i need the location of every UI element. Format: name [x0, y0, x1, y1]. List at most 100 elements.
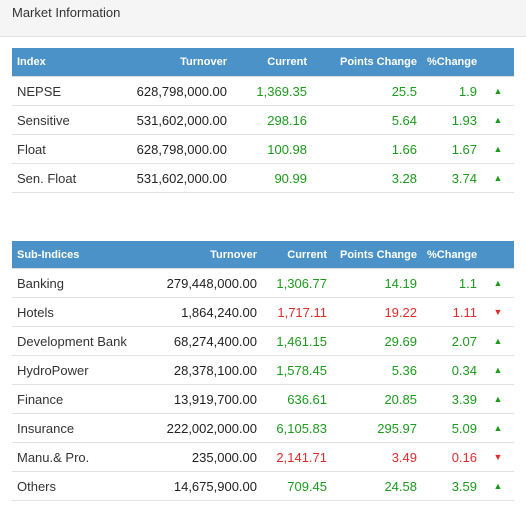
current-value: 90.99	[232, 163, 312, 193]
turnover-value: 279,448,000.00	[152, 268, 262, 298]
points-change-value: 295.97	[332, 413, 422, 443]
points-change-value: 25.5	[312, 76, 422, 106]
points-change-value: 29.69	[332, 326, 422, 356]
triangle-up-icon: ▲	[482, 105, 514, 135]
sub-index-row[interactable]: Manu.& Pro. 235,000.00 2,141.71 3.49 0.16 ▼	[12, 442, 514, 472]
points-change-value: 3.28	[312, 163, 422, 193]
row-name: Others	[12, 471, 152, 501]
triangle-up-icon: ▲	[482, 163, 514, 193]
turnover-value: 531,602,000.00	[122, 105, 232, 135]
pct-change-value: 0.34	[422, 355, 482, 385]
pct-change-value: 3.74	[422, 163, 482, 193]
row-name: Sen. Float	[12, 163, 122, 193]
row-name: NEPSE	[12, 76, 122, 106]
sub-index-row[interactable]: Finance 13,919,700.00 636.61 20.85 3.39 ▲	[12, 384, 514, 414]
pct-change-value: 2.07	[422, 326, 482, 356]
index-row[interactable]: NEPSE 628,798,000.00 1,369.35 25.5 1.9 ▲	[12, 76, 514, 106]
sub-index-row[interactable]: Insurance 222,002,000.00 6,105.83 295.97 5.0…	[12, 413, 514, 443]
col-trend	[482, 48, 514, 77]
triangle-up-icon: ▲	[482, 355, 514, 385]
pct-change-value: 1.1	[422, 268, 482, 298]
col-points-change[interactable]: Points Change	[332, 241, 422, 269]
current-value: 1,578.45	[262, 355, 332, 385]
triangle-up-icon: ▲	[482, 268, 514, 298]
sub-index-row[interactable]: Development Bank 68,274,400.00 1,461.15 29.…	[12, 326, 514, 356]
triangle-up-icon: ▲	[482, 76, 514, 106]
points-change-value: 14.19	[332, 268, 422, 298]
pct-change-value: 1.11	[422, 297, 482, 327]
col-pct-change[interactable]: %Change	[422, 48, 482, 77]
triangle-up-icon: ▲	[482, 471, 514, 501]
row-name: Hotels	[12, 297, 152, 327]
col-index[interactable]: Index	[12, 48, 122, 77]
index-row[interactable]: Float 628,798,000.00 100.98 1.66 1.67 ▲	[12, 134, 514, 164]
points-change-value: 1.66	[312, 134, 422, 164]
pct-change-value: 3.59	[422, 471, 482, 501]
row-name: Sensitive	[12, 105, 122, 135]
sub-index-row[interactable]: Hotels 1,864,240.00 1,717.11 19.22 1.11 ▼	[12, 297, 514, 327]
col-trend	[482, 241, 514, 269]
row-name: Finance	[12, 384, 152, 414]
turnover-value: 28,378,100.00	[152, 355, 262, 385]
triangle-up-icon: ▲	[482, 134, 514, 164]
pct-change-value: 1.67	[422, 134, 482, 164]
index-table-header: Index Turnover Current Points Change %Ch…	[12, 48, 514, 77]
triangle-up-icon: ▲	[482, 413, 514, 443]
turnover-value: 222,002,000.00	[152, 413, 262, 443]
triangle-up-icon: ▲	[482, 384, 514, 414]
col-current[interactable]: Current	[262, 241, 332, 269]
row-name: Banking	[12, 268, 152, 298]
index-table: Index Turnover Current Points Change %Ch…	[12, 48, 514, 193]
col-sub-indices[interactable]: Sub-Indices	[12, 241, 152, 269]
pct-change-value: 0.16	[422, 442, 482, 472]
sub-index-row[interactable]: HydroPower 28,378,100.00 1,578.45 5.36 0.34 ▲	[12, 355, 514, 385]
col-points-change[interactable]: Points Change	[312, 48, 422, 77]
pct-change-value: 1.93	[422, 105, 482, 135]
pct-change-value: 5.09	[422, 413, 482, 443]
current-value: 1,461.15	[262, 326, 332, 356]
col-turnover[interactable]: Turnover	[122, 48, 232, 77]
col-turnover[interactable]: Turnover	[152, 241, 262, 269]
current-value: 1,306.77	[262, 268, 332, 298]
index-row[interactable]: Sen. Float 531,602,000.00 90.99 3.28 3.74 ▲	[12, 163, 514, 193]
current-value: 1,717.11	[262, 297, 332, 327]
row-name: Development Bank	[12, 326, 152, 356]
turnover-value: 628,798,000.00	[122, 76, 232, 106]
points-change-value: 5.36	[332, 355, 422, 385]
points-change-value: 5.64	[312, 105, 422, 135]
triangle-down-icon: ▼	[482, 442, 514, 472]
triangle-up-icon: ▲	[482, 326, 514, 356]
pct-change-value: 3.39	[422, 384, 482, 414]
current-value: 298.16	[232, 105, 312, 135]
current-value: 100.98	[232, 134, 312, 164]
points-change-value: 24.58	[332, 471, 422, 501]
sub-index-row[interactable]: Others 14,675,900.00 709.45 24.58 3.59 ▲	[12, 471, 514, 501]
col-current[interactable]: Current	[232, 48, 312, 77]
triangle-down-icon: ▼	[482, 297, 514, 327]
col-pct-change[interactable]: %Change	[422, 241, 482, 269]
points-change-value: 20.85	[332, 384, 422, 414]
points-change-value: 3.49	[332, 442, 422, 472]
sub-index-row[interactable]: Banking 279,448,000.00 1,306.77 14.19 1.1 ▲	[12, 268, 514, 298]
current-value: 1,369.35	[232, 76, 312, 106]
turnover-value: 628,798,000.00	[122, 134, 232, 164]
panel-title: Market Information	[12, 5, 121, 20]
current-value: 6,105.83	[262, 413, 332, 443]
turnover-value: 13,919,700.00	[152, 384, 262, 414]
points-change-value: 19.22	[332, 297, 422, 327]
sub-indices-table-header: Sub-Indices Turnover Current Points Chan…	[12, 241, 514, 269]
panel-header: Market Information	[0, 0, 526, 37]
pct-change-value: 1.9	[422, 76, 482, 106]
current-value: 636.61	[262, 384, 332, 414]
row-name: Float	[12, 134, 122, 164]
turnover-value: 68,274,400.00	[152, 326, 262, 356]
turnover-value: 235,000.00	[152, 442, 262, 472]
index-row[interactable]: Sensitive 531,602,000.00 298.16 5.64 1.93 ▲	[12, 105, 514, 135]
current-value: 709.45	[262, 471, 332, 501]
turnover-value: 14,675,900.00	[152, 471, 262, 501]
sub-indices-table: Sub-Indices Turnover Current Points Chan…	[12, 241, 514, 501]
row-name: Manu.& Pro.	[12, 442, 152, 472]
current-value: 2,141.71	[262, 442, 332, 472]
row-name: Insurance	[12, 413, 152, 443]
turnover-value: 1,864,240.00	[152, 297, 262, 327]
